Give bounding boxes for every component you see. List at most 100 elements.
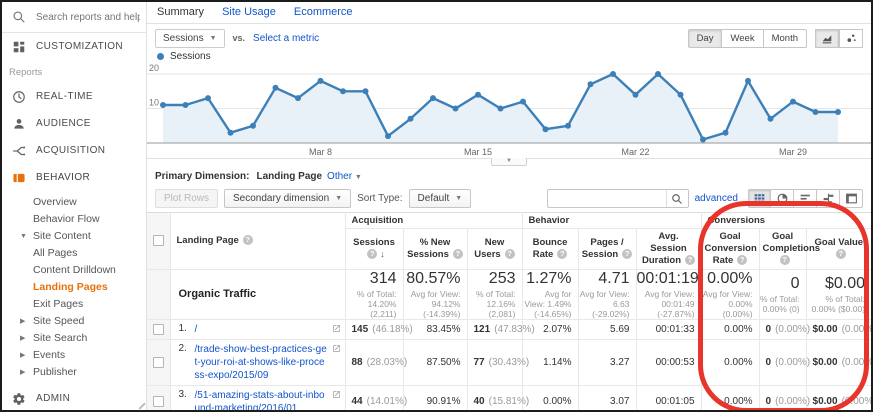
svg-text:Mar 8: Mar 8	[309, 147, 332, 157]
sidebar-item-behavior-flow[interactable]: Behavior Flow	[2, 211, 146, 228]
sidebar-item-label: Behavior Flow	[33, 213, 100, 225]
pivot-view-button[interactable]	[840, 189, 863, 208]
sidebar-item-events[interactable]: ▶ Events	[2, 347, 146, 364]
landing-page-link[interactable]: /trade-show-best-practices-get-your-roi-…	[194, 343, 327, 381]
report-content: Summary Site Usage Ecommerce Sessions ▼ …	[147, 2, 871, 410]
chevron-right-icon[interactable]: ▶	[20, 318, 26, 325]
table-search-button[interactable]	[665, 190, 688, 207]
performance-view-button[interactable]	[794, 189, 817, 208]
day-button[interactable]: Day	[687, 28, 723, 48]
sidebar-item-acquisition[interactable]: ACQUISITION	[2, 137, 146, 164]
help-icon[interactable]: ?	[452, 248, 463, 259]
sidebar-item-site-search[interactable]: ▶ Site Search	[2, 330, 146, 347]
svg-text:20: 20	[149, 63, 159, 73]
column-header-pages-session[interactable]: Pages / Session?	[578, 228, 637, 270]
table-search-input[interactable]	[547, 191, 666, 206]
chevron-right-icon[interactable]: ▶	[20, 335, 26, 342]
sidebar-item-real-time[interactable]: REAL-TIME	[2, 83, 146, 110]
sessions-line-chart[interactable]: 10 20 Mar 8 Mar 15 Mar 22 Mar 29	[147, 63, 871, 158]
comparison-view-button[interactable]	[817, 189, 840, 208]
advanced-filter-link[interactable]: advanced	[694, 193, 738, 204]
sessions-chart-svg: 10 20 Mar 8 Mar 15 Mar 22 Mar 29	[147, 63, 871, 157]
help-icon[interactable]: ?	[504, 248, 515, 259]
svg-text:Mar 22: Mar 22	[621, 147, 649, 157]
metric-cell: 0.00%	[701, 385, 760, 410]
month-button[interactable]: Month	[763, 28, 807, 48]
sidebar-item-landing-pages[interactable]: Landing Pages	[2, 279, 146, 296]
metric-cell: 121 (47.83%)	[467, 319, 535, 340]
metric-select[interactable]: Sessions ▼	[155, 28, 225, 48]
chevron-down-icon[interactable]: ▼	[20, 233, 27, 240]
external-link-icon[interactable]	[332, 390, 341, 402]
chevron-right-icon[interactable]: ▶	[20, 369, 26, 376]
help-icon[interactable]: ?	[622, 248, 633, 259]
column-header-goal-value[interactable]: Goal Value?	[806, 228, 871, 270]
sidebar-item-audience[interactable]: AUDIENCE	[2, 110, 146, 137]
sidebar-search-input[interactable]	[36, 11, 140, 23]
help-icon[interactable]: ?	[835, 248, 846, 259]
chevron-right-icon[interactable]: ▶	[20, 352, 26, 359]
select-a-metric-link[interactable]: Select a metric	[253, 32, 320, 44]
external-link-icon[interactable]	[332, 344, 341, 356]
tab-site-usage[interactable]: Site Usage	[222, 6, 276, 18]
external-link-icon[interactable]	[332, 324, 341, 336]
week-button[interactable]: Week	[722, 28, 764, 48]
column-header-landing-page[interactable]: Landing Page?	[170, 212, 346, 270]
line-chart-icon	[822, 34, 831, 43]
sidebar-item-publisher[interactable]: ▶ Publisher	[2, 364, 146, 381]
help-icon[interactable]: ?	[737, 254, 748, 265]
help-icon[interactable]: ?	[779, 254, 790, 265]
column-header-new-sessions[interactable]: % New Sessions?	[403, 228, 468, 270]
sidebar-item-admin[interactable]: ADMIN	[2, 385, 146, 410]
tab-ecommerce[interactable]: Ecommerce	[293, 6, 353, 18]
sort-type-select[interactable]: Default ▼	[408, 189, 472, 208]
percentage-view-button[interactable]	[771, 189, 794, 208]
landing-page-link[interactable]: /51-amazing-stats-about-inbound-marketin…	[194, 389, 325, 412]
sidebar-item-label: Events	[33, 349, 66, 361]
metric-cell: 3.27	[578, 339, 637, 386]
tab-summary[interactable]: Summary	[157, 6, 205, 18]
sidebar-item-label: All Pages	[33, 247, 78, 259]
clock-icon	[12, 90, 26, 104]
sidebar-item-site-speed[interactable]: ▶ Site Speed	[2, 313, 146, 330]
row-checkbox[interactable]	[152, 356, 164, 368]
sidebar-item-customization[interactable]: CUSTOMIZATION	[2, 33, 146, 60]
sidebar-item-behavior[interactable]: BEHAVIOR	[2, 164, 146, 191]
row-checkbox[interactable]	[152, 396, 164, 408]
sidebar-search[interactable]	[2, 2, 146, 33]
metric-cell: 0 (0.00%)	[759, 339, 810, 386]
group-header-behavior: Behavior	[522, 212, 702, 229]
column-header-goal-conversion-rate[interactable]: Goal Conversion Rate?	[701, 228, 760, 270]
secondary-dimension-button[interactable]: Secondary dimension ▼	[224, 189, 352, 208]
primary-dimension-value[interactable]: Landing Page	[256, 170, 323, 182]
sidebar-item-all-pages[interactable]: All Pages	[2, 245, 146, 262]
column-header-goal-completions[interactable]: Goal Completions?	[759, 228, 820, 270]
column-header-avg-session-duration[interactable]: Avg. Session Duration?	[636, 228, 702, 270]
motion-chart-view-button[interactable]	[839, 28, 863, 48]
svg-text:Mar 29: Mar 29	[779, 147, 807, 157]
help-icon[interactable]: ?	[557, 248, 568, 259]
other-dimension-link[interactable]: Other ▼	[327, 170, 362, 182]
column-header-sessions[interactable]: Sessions? ↓	[345, 228, 404, 270]
data-view-button[interactable]	[748, 189, 771, 208]
sidebar-item-content-drilldown[interactable]: Content Drilldown	[2, 262, 146, 279]
help-icon[interactable]: ?	[367, 248, 378, 259]
series-color-dot	[157, 53, 164, 60]
sidebar-item-label: BEHAVIOR	[36, 172, 91, 183]
help-icon[interactable]: ?	[685, 254, 696, 265]
date-granularity-toggle: Day Week Month	[687, 28, 807, 48]
plot-rows-button[interactable]: Plot Rows	[155, 189, 219, 208]
row-checkbox[interactable]	[152, 323, 164, 335]
landing-page-link[interactable]: /	[194, 323, 198, 335]
sidebar-item-exit-pages[interactable]: Exit Pages	[2, 296, 146, 313]
help-icon[interactable]: ?	[242, 235, 253, 246]
line-chart-view-button[interactable]	[815, 28, 839, 48]
column-header-new-users[interactable]: New Users?	[467, 228, 523, 270]
collapse-chart-button[interactable]: ▼	[491, 158, 527, 166]
sidebar-item-site-content[interactable]: ▼ Site Content	[2, 228, 146, 245]
vs-label: vs.	[232, 33, 246, 43]
column-header-bounce-rate[interactable]: Bounce Rate?	[522, 228, 579, 270]
sidebar-item-overview[interactable]: Overview	[2, 194, 146, 211]
row-number: 2.	[178, 342, 187, 354]
select-all-checkbox[interactable]	[153, 235, 164, 247]
